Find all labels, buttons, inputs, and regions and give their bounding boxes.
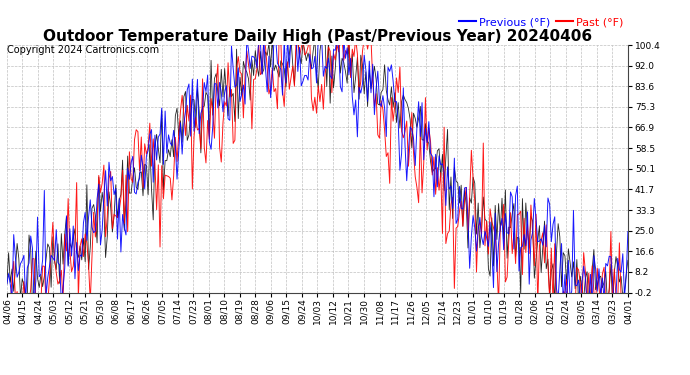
Legend: Previous (°F), Past (°F): Previous (°F), Past (°F) xyxy=(455,13,628,32)
Text: Copyright 2024 Cartronics.com: Copyright 2024 Cartronics.com xyxy=(7,45,159,55)
Title: Outdoor Temperature Daily High (Past/Previous Year) 20240406: Outdoor Temperature Daily High (Past/Pre… xyxy=(43,29,592,44)
